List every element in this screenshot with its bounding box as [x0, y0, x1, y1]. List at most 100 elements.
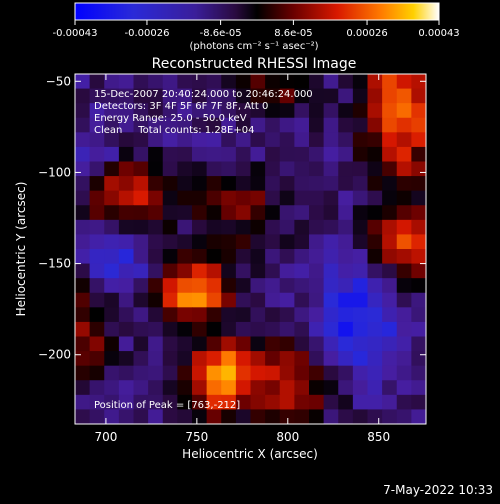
- heatmap-cell: [221, 292, 237, 308]
- heatmap-cell: [309, 249, 325, 264]
- heatmap-cell: [221, 409, 237, 424]
- heatmap-cell: [279, 205, 295, 221]
- heatmap-cell: [177, 190, 193, 206]
- heatmap-cell: [411, 336, 426, 352]
- x-tick-label: 700: [94, 430, 117, 444]
- heatmap-cell: [89, 176, 105, 192]
- heatmap-cell: [382, 88, 398, 104]
- heatmap-cell: [192, 132, 208, 148]
- heatmap-cell: [206, 292, 222, 308]
- heatmap-cell: [235, 176, 251, 192]
- heatmap-cell: [235, 161, 251, 177]
- heatmap-cell: [411, 103, 426, 119]
- heatmap-cell: [265, 307, 281, 323]
- heatmap-cell: [411, 132, 426, 148]
- heatmap-cell: [250, 88, 266, 104]
- heatmap-cell: [89, 190, 105, 206]
- heatmap-cell: [279, 321, 295, 337]
- heatmap-cell: [206, 249, 222, 264]
- heatmap-cell: [148, 292, 164, 308]
- heatmap-cell: [382, 365, 398, 381]
- heatmap-cell: [396, 205, 412, 221]
- heatmap-cell: [177, 409, 193, 424]
- heatmap-cell: [177, 117, 193, 133]
- heatmap-cell: [309, 190, 325, 206]
- annotation-clean-counts: Clean Total counts: 1.28E+04: [94, 125, 254, 136]
- heatmap-cell: [162, 409, 178, 424]
- heatmap-cell: [352, 336, 368, 352]
- heatmap-cell: [250, 205, 266, 221]
- heatmap-cell: [309, 321, 325, 337]
- heatmap-cell: [411, 117, 426, 133]
- heatmap-cell: [118, 394, 134, 410]
- heatmap-cell: [250, 278, 266, 294]
- heatmap-cell: [206, 176, 222, 192]
- heatmap-cell: [279, 380, 295, 396]
- heatmap-cell: [294, 278, 310, 294]
- heatmap-cell: [338, 74, 354, 89]
- heatmap-cell: [235, 321, 251, 337]
- heatmap-cell: [162, 278, 178, 294]
- annotation-block: 15-Dec-2007 20:40:24.000 to 20:46:24.000…: [94, 89, 313, 136]
- heatmap-cell: [309, 146, 325, 162]
- heatmap-cell: [352, 292, 368, 308]
- heatmap-cell: [265, 205, 281, 221]
- heatmap-cell: [367, 205, 383, 221]
- heatmap-cell: [382, 394, 398, 410]
- heatmap-cell: [265, 278, 281, 294]
- heatmap-cell: [323, 234, 339, 250]
- heatmap-cell: [177, 249, 193, 264]
- heatmap-cell: [279, 307, 295, 323]
- heatmap-cell: [104, 132, 120, 148]
- heatmap-cell: [323, 103, 339, 119]
- colorbar-tick-label: 0.00026: [346, 28, 387, 39]
- heatmap-cell: [352, 205, 368, 221]
- heatmap-cell: [75, 74, 91, 89]
- peak-position-label: Position of Peak = [763,-212]: [94, 400, 240, 411]
- heatmap-cell: [75, 292, 91, 308]
- heatmap-cell: [352, 307, 368, 323]
- heatmap-cell: [206, 307, 222, 323]
- heatmap-cell: [177, 307, 193, 323]
- heatmap-cell: [89, 351, 105, 367]
- heatmap-cell: [89, 394, 105, 410]
- heatmap-cell: [75, 103, 91, 119]
- heatmap-cell: [235, 336, 251, 352]
- heatmap-cell: [235, 380, 251, 396]
- heatmap-cell: [265, 321, 281, 337]
- heatmap-cell: [279, 409, 295, 424]
- heatmap-cell: [104, 205, 120, 221]
- heatmap-cell: [235, 234, 251, 250]
- heatmap-cell: [75, 161, 91, 177]
- heatmap-cell: [323, 278, 339, 294]
- heatmap-cell: [279, 132, 295, 148]
- heatmap-cell: [265, 161, 281, 177]
- heatmap-cell: [309, 394, 325, 410]
- heatmap-cell: [250, 321, 266, 337]
- heatmap-cell: [104, 321, 120, 337]
- colorbar-unit-label: (photons cm⁻² s⁻¹ asec⁻²): [189, 41, 318, 52]
- heatmap-cell: [367, 117, 383, 133]
- heatmap-cell: [323, 117, 339, 133]
- heatmap-cell: [75, 263, 91, 279]
- heatmap-cell: [352, 88, 368, 104]
- heatmap-cell: [265, 336, 281, 352]
- heatmap-cell: [89, 117, 105, 133]
- heatmap-cell: [235, 205, 251, 221]
- heatmap-cell: [177, 161, 193, 177]
- heatmap-cell: [265, 409, 281, 424]
- heatmap-cell: [118, 190, 134, 206]
- heatmap-cell: [367, 321, 383, 337]
- heatmap-cell: [162, 219, 178, 235]
- heatmap-cell: [75, 88, 91, 104]
- heatmap-cell: [118, 380, 134, 396]
- heatmap-cell: [382, 117, 398, 133]
- heatmap-cell: [104, 176, 120, 192]
- heatmap-cell: [396, 336, 412, 352]
- heatmap-cell: [338, 190, 354, 206]
- heatmap-cell: [221, 351, 237, 367]
- heatmap-cell: [75, 394, 91, 410]
- heatmap-cell: [192, 103, 208, 119]
- heatmap-cell: [352, 249, 368, 264]
- heatmap-cell: [338, 146, 354, 162]
